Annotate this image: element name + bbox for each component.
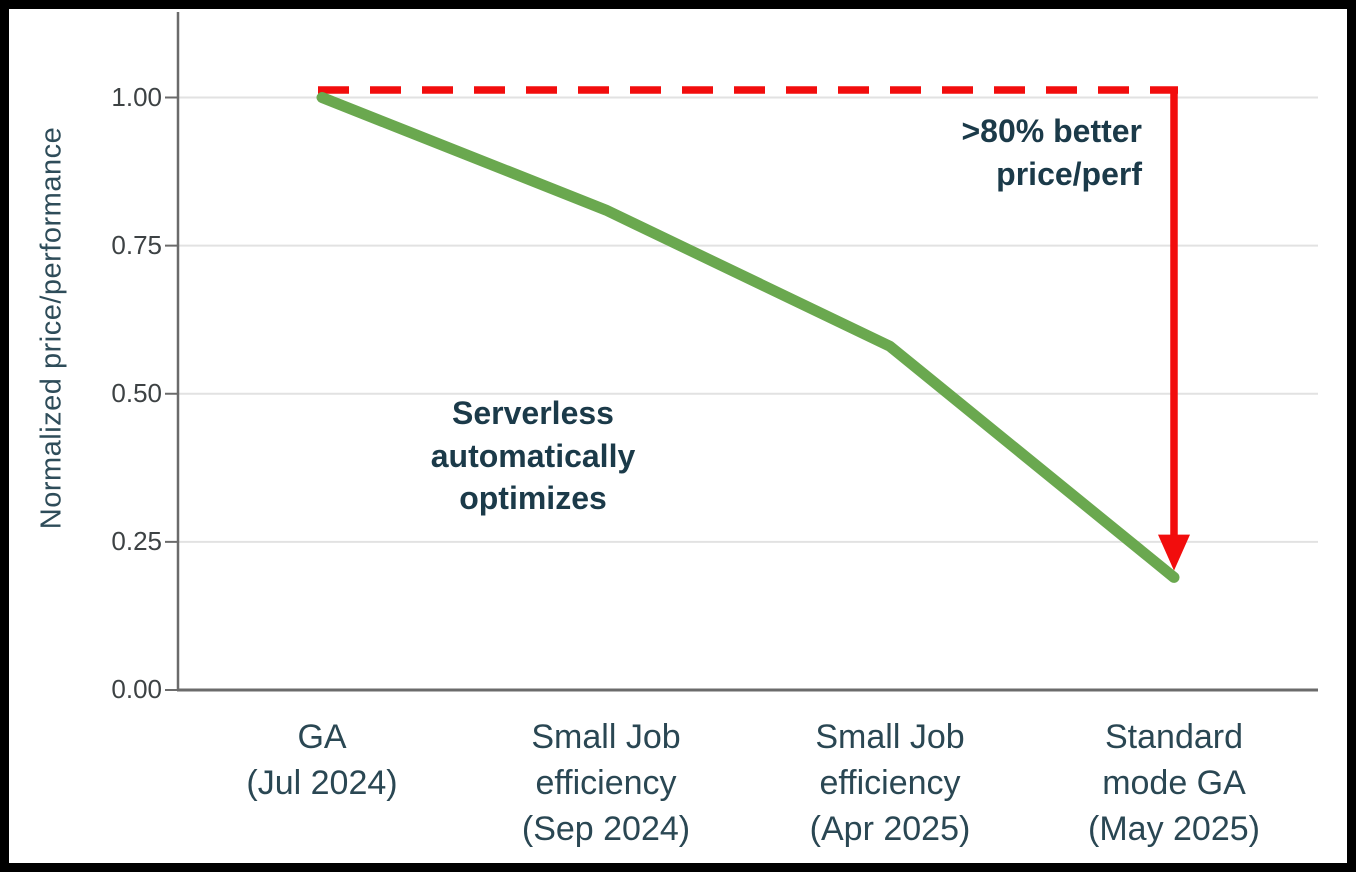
y-tick-label-0.75: 0.75 xyxy=(111,230,162,260)
x-axis-label-small-job-sep-2024: Small Job efficiency (Sep 2024) xyxy=(521,718,691,849)
y-tick-label-0.25: 0.25 xyxy=(111,526,162,556)
x-axis-label-standard-mode-ga-may-2025: Standard mode GA (May 2025) xyxy=(1088,718,1260,849)
y-tick-label-0.00: 0.00 xyxy=(111,674,162,704)
y-axis-title: Normalized price/performance xyxy=(35,126,68,530)
annotation-serverless-optimizes: Serverless automatically optimizes xyxy=(430,395,636,517)
x-axis-label-ga-jul-2024: GA (Jul 2024) xyxy=(246,718,398,803)
annotation-better-price-perf: >80% better price/perf xyxy=(961,113,1142,192)
x-axis-label-small-job-apr-2025: Small Job efficiency (Apr 2025) xyxy=(809,718,971,849)
y-tick-label-1.00: 1.00 xyxy=(111,82,162,112)
y-tick-label-0.50: 0.50 xyxy=(111,378,162,408)
